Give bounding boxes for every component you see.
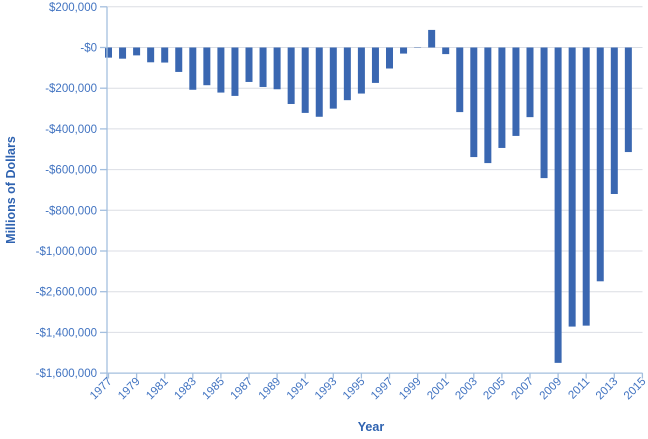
bar-1979 xyxy=(133,47,141,56)
x-tick-label-2003: 2003 xyxy=(453,376,480,403)
y-axis-title: Millions of Dollars xyxy=(4,136,18,244)
bar-2009 xyxy=(554,47,562,363)
y-tick-label-5: -$800,000 xyxy=(45,205,97,217)
x-tick-label-2001: 2001 xyxy=(425,376,452,403)
x-tick-label-1983: 1983 xyxy=(172,376,199,403)
x-tick-label-2015: 2015 xyxy=(622,376,648,403)
bar-2003 xyxy=(470,47,478,158)
x-tick-label-1991: 1991 xyxy=(285,376,312,403)
bar-2002 xyxy=(456,47,464,113)
bar-1996 xyxy=(371,47,379,83)
y-tick-label-6: -$1,000,000 xyxy=(36,246,97,258)
y-tick-label-2: -$200,000 xyxy=(45,83,97,95)
bar-1989 xyxy=(273,47,281,90)
x-tick-label-1979: 1979 xyxy=(116,376,143,403)
x-tick-label-1993: 1993 xyxy=(313,376,340,403)
x-axis-title: Year xyxy=(358,420,385,434)
x-tick-label-1981: 1981 xyxy=(144,376,171,403)
x-tick-label-1987: 1987 xyxy=(229,376,256,403)
x-tick-label-2007: 2007 xyxy=(510,376,537,403)
bar-2006 xyxy=(512,47,520,136)
bar-1992 xyxy=(315,47,323,117)
bar-1981 xyxy=(161,47,169,63)
y-tick-label-4: -$600,000 xyxy=(45,165,97,177)
bar-1982 xyxy=(175,47,183,72)
bar-1995 xyxy=(357,47,365,94)
bar-1980 xyxy=(147,47,155,63)
y-tick-label-7: -$2,600,000 xyxy=(36,287,97,299)
x-tick-label-2013: 2013 xyxy=(594,376,621,403)
bar-1986 xyxy=(231,47,239,96)
bar-1991 xyxy=(301,47,309,113)
bar-1994 xyxy=(343,47,351,101)
x-tick-label-1997: 1997 xyxy=(369,376,396,403)
y-tick-label-3: -$400,000 xyxy=(45,124,97,136)
x-tick-label-1985: 1985 xyxy=(200,376,227,403)
x-tick-label-1999: 1999 xyxy=(397,376,424,403)
bar-2000 xyxy=(428,29,436,48)
bar-1993 xyxy=(329,47,337,109)
bar-2008 xyxy=(540,47,548,179)
bar-1983 xyxy=(189,47,197,90)
y-tick-label-8: -$1,400,000 xyxy=(36,327,97,339)
bar-1977 xyxy=(105,47,112,58)
bar-1985 xyxy=(217,47,225,93)
bar-1984 xyxy=(203,47,211,86)
bar-2012 xyxy=(596,47,604,282)
bar-2004 xyxy=(484,47,492,164)
y-tick-label-0: $200,000 xyxy=(49,2,97,14)
bar-1987 xyxy=(245,47,253,82)
bar-1988 xyxy=(259,47,267,87)
bar-2001 xyxy=(442,47,450,55)
bar-2011 xyxy=(582,47,590,326)
bar-1998 xyxy=(400,47,408,54)
bar-1978 xyxy=(119,47,127,59)
bar-2010 xyxy=(568,47,576,327)
bar-1997 xyxy=(386,47,393,69)
bar-2007 xyxy=(526,47,534,118)
y-tick-label-9: -$1,600,000 xyxy=(36,368,97,380)
bar-2005 xyxy=(498,47,506,148)
y-tick-label-1: -$0 xyxy=(80,43,97,55)
x-tick-label-2005: 2005 xyxy=(481,376,508,403)
x-tick-label-2011: 2011 xyxy=(566,376,592,402)
x-tick-label-1995: 1995 xyxy=(341,376,368,403)
bar-2013 xyxy=(610,47,618,194)
x-tick-label-1989: 1989 xyxy=(257,376,284,403)
bar-1990 xyxy=(287,47,295,104)
bar-2014 xyxy=(624,47,632,153)
x-tick-label-2009: 2009 xyxy=(538,376,565,403)
